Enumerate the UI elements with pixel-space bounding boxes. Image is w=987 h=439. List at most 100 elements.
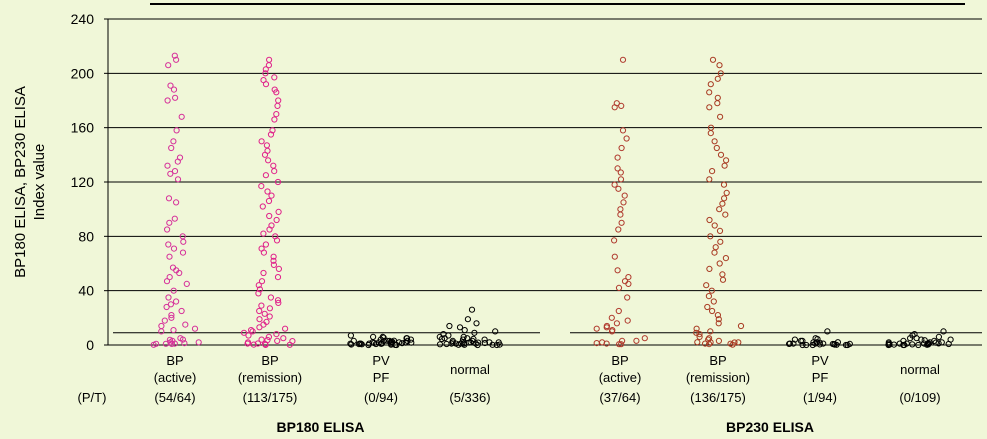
data-point [274,274,282,281]
data-point [179,249,187,256]
data-point [706,89,713,96]
data-point [717,113,724,120]
data-point [178,307,185,315]
y-tick-label: 120 [71,174,95,190]
data-point [737,322,745,330]
data-point [709,307,716,315]
data-point [165,62,172,69]
data-point [240,329,248,336]
data-point [168,340,175,347]
data-point [280,335,287,342]
data-point [258,278,266,285]
data-point [714,94,721,101]
data-point [707,130,714,137]
data-point [195,339,202,346]
data-point [170,245,178,252]
data-point [167,82,174,89]
data-point [365,341,372,349]
data-point [901,341,908,349]
data-point [615,307,622,315]
group-labels: BP180 ELISA BP230 ELISA [277,419,814,435]
data-point [256,316,263,323]
category-label: PV [811,353,829,368]
ratio-label: (136/175) [690,390,746,405]
data-point [347,332,354,339]
data-point [616,341,623,348]
data-points [150,52,954,349]
data-point [716,206,723,213]
data-point [707,233,714,240]
data-point [446,322,453,330]
data-point [165,195,173,202]
ratio-label: (0/94) [364,390,398,405]
data-point [165,241,172,248]
category-label: BP [166,353,183,368]
data-point [265,333,272,340]
data-point [722,211,729,218]
data-point [842,341,850,349]
data-point [158,328,165,335]
data-point [178,113,185,120]
data-point [174,158,181,165]
y-tick-label: 40 [78,283,94,299]
data-point [481,336,488,343]
data-point [720,181,728,188]
data-point [714,100,721,107]
data-point [625,274,632,281]
data-point [816,339,823,346]
data-point [255,282,262,289]
data-point [249,328,256,335]
data-point [693,329,700,336]
data-point [164,97,171,104]
data-point [719,271,726,278]
data-point [455,341,462,348]
data-point [717,151,725,158]
data-point [706,341,713,348]
data-point [282,325,289,332]
category-label: (active) [599,370,642,385]
data-point [150,341,157,348]
data-point [163,278,171,285]
data-point [611,237,618,244]
data-point [275,208,282,215]
data-point [170,86,178,93]
data-point [370,333,377,340]
data-point [721,195,728,202]
y-tick-label: 0 [86,337,94,353]
data-point [614,267,621,274]
data-point [191,325,199,332]
category-label: (remission) [686,370,750,385]
data-point [158,322,165,330]
data-point [163,303,170,311]
data-point [171,340,178,347]
data-point [173,298,180,305]
data-point [702,340,709,347]
data-point [347,340,354,347]
data-point [715,316,722,323]
category-label: PV [372,353,390,368]
data-point [261,151,269,158]
data-point [706,265,713,272]
data-point [722,255,730,262]
data-point [265,62,272,69]
data-point [468,306,476,313]
data-point [273,89,280,96]
data-point [809,341,816,349]
data-point [443,340,450,348]
data-point [348,341,355,348]
data-point [266,313,273,320]
data-point [615,284,623,291]
data-point [932,339,939,346]
data-point [358,341,365,348]
data-point [799,341,806,349]
data-point [921,340,928,347]
category-label: BP [261,353,278,368]
data-point [608,328,616,335]
ratio-label: (5/336) [449,390,490,405]
data-point [183,280,190,287]
data-point [270,162,277,169]
data-point [273,237,281,244]
data-point [709,56,717,63]
category-label: PF [373,370,390,385]
data-point [790,340,797,347]
